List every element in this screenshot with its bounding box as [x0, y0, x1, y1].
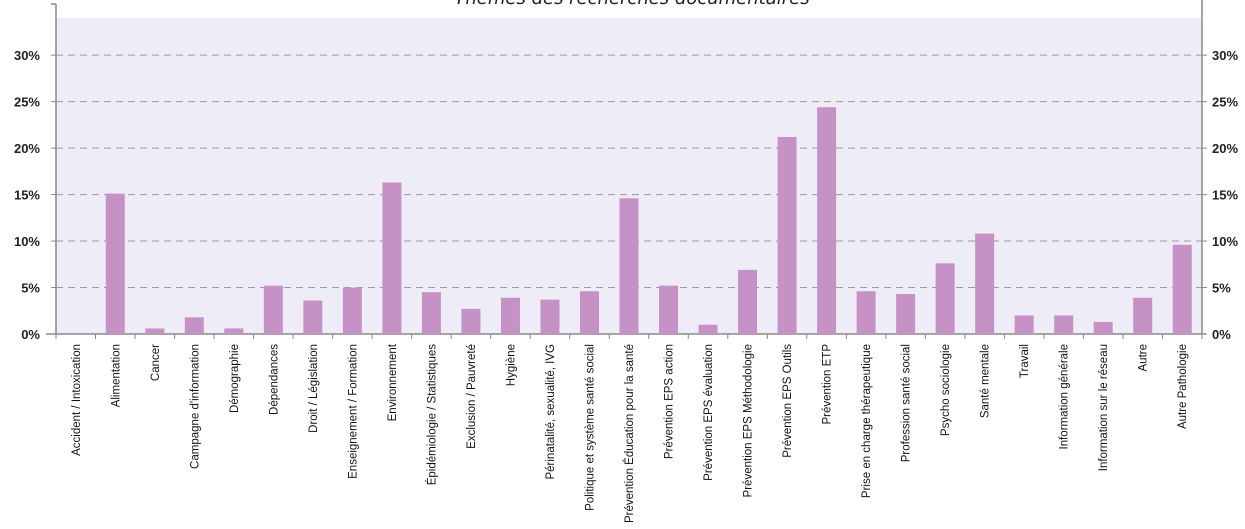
y-tick-label-right: 15%: [1212, 188, 1238, 203]
x-tick-label: Enseignement / Formation: [347, 344, 359, 479]
x-tick-label: Autre: [1138, 344, 1150, 372]
x-tick-label: Information sur le réseau: [1098, 344, 1110, 471]
x-tick-label: Dépendances: [268, 344, 280, 415]
y-tick-label-left: 15%: [14, 188, 40, 203]
gridlines: [51, 54, 1207, 335]
bar: [817, 107, 837, 334]
y-axis-left-ticks: 0% 5% 10% 15% 20% 25% 30%: [14, 48, 40, 342]
x-tick-label: Prévention EPS action: [664, 344, 676, 459]
bar: [698, 324, 718, 334]
bar: [659, 285, 679, 334]
x-tick-label: Démographie: [229, 344, 241, 413]
x-tick-label: Hygiène: [505, 344, 517, 386]
x-tick-label: Prévention EPS Outils: [782, 344, 794, 458]
y-tick-label-left: 25%: [14, 95, 40, 110]
x-tick-label: Autre Pathologie: [1177, 344, 1189, 429]
bar: [975, 233, 995, 334]
bar: [1133, 297, 1153, 334]
bar: [579, 291, 599, 334]
bar: [777, 136, 797, 334]
x-tick-label: Campagne d'information: [189, 344, 201, 469]
bar: [421, 292, 441, 334]
x-tick-label: Alimentation: [110, 344, 122, 407]
bar: [619, 198, 639, 334]
bar: [935, 263, 955, 334]
bar: [382, 182, 402, 334]
x-tick-label: Travail: [1019, 344, 1031, 378]
x-tick-label: Accident / Intoxication: [71, 344, 83, 456]
bar: [1014, 315, 1034, 334]
x-tick-label: Prévention ETP: [822, 344, 834, 425]
y-tick-label-left: 20%: [14, 141, 40, 156]
bar: [1172, 244, 1192, 334]
x-tick-label: Prévention EPS Méthodologie: [743, 344, 755, 497]
x-tick-label: Périnatalité, sexualité, IVG: [545, 344, 557, 480]
x-tick-label: Psycho sociologie: [940, 344, 952, 436]
bar: [540, 299, 560, 334]
x-tick-label: Environnement: [387, 343, 399, 421]
x-tick-label: Prévention Éducation pour la santé: [623, 344, 636, 523]
y-tick-label-right: 10%: [1212, 234, 1238, 249]
y-tick-label-left: 30%: [14, 48, 40, 63]
bar: [184, 317, 204, 334]
chart-title: Thèmes des recherches documentaires: [454, 0, 809, 9]
bar: [856, 291, 876, 334]
y-tick-label-right: 5%: [1212, 281, 1231, 296]
y-tick-label-left: 0%: [21, 327, 40, 342]
bar: [461, 308, 481, 334]
x-tick-label: Cancer: [150, 344, 162, 381]
x-tick-label: Prévention EPS évaluation: [703, 344, 715, 481]
bar: [224, 328, 244, 334]
y-tick-label-right: 25%: [1212, 95, 1238, 110]
y-tick-label-left: 10%: [14, 234, 40, 249]
y-tick-label-right: 30%: [1212, 48, 1238, 63]
bar: [1093, 321, 1113, 334]
x-tick-label: Santé mentale: [980, 344, 992, 418]
bar: [1054, 315, 1074, 334]
y-tick-label-left: 5%: [21, 281, 40, 296]
bar: [105, 193, 125, 334]
bar: [738, 269, 758, 334]
x-tick-label: Exclusion / Pauvreté: [466, 344, 478, 449]
x-tick-label: Épidémiologie / Statistiques: [425, 344, 438, 486]
y-axis-right-ticks: 0% 5% 10% 15% 20% 25% 30%: [1212, 48, 1238, 342]
y-tick-label-right: 20%: [1212, 141, 1238, 156]
x-tick-label: Prise en charge thérapeutique: [861, 344, 873, 498]
x-axis-labels: Accident / Intoxication Alimentation Cance…: [71, 343, 1189, 523]
x-tick-label: Profession santé social: [901, 344, 913, 462]
x-tick-label: Information générale: [1059, 344, 1071, 449]
x-tick-label: Droit / Législation: [308, 344, 320, 433]
bar: [145, 328, 165, 334]
bar: [896, 294, 916, 334]
bar: [500, 297, 520, 334]
bar: [342, 287, 362, 334]
bar: [263, 285, 283, 334]
bars: [105, 107, 1192, 334]
y-tick-label-right: 0%: [1212, 327, 1231, 342]
x-tick-label: Politique et système santé social: [584, 344, 596, 511]
bar: [303, 300, 323, 334]
